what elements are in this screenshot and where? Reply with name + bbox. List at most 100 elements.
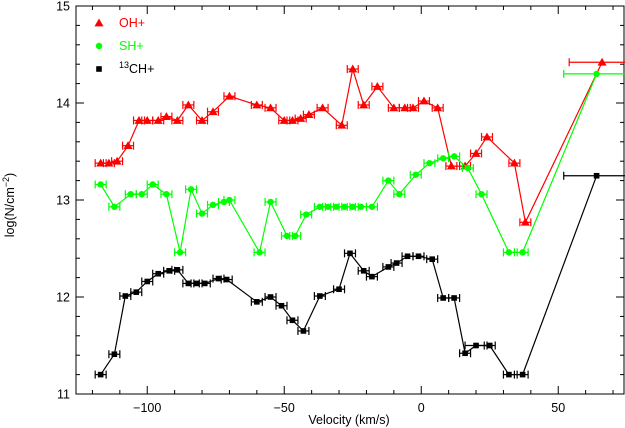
data-point [161,112,171,120]
y-axis-label: log(N/cm−2) [1,173,17,237]
data-point [296,114,306,122]
data-point [369,273,375,280]
data-point [505,249,513,256]
data-point [506,371,512,378]
data-point [429,256,435,262]
data-point [439,155,447,162]
data-point [404,253,411,260]
data-point [266,103,276,112]
data-point [318,103,328,112]
data-point [183,100,193,109]
data-point [520,217,530,226]
data-point [127,190,134,198]
x-tick-label: 0 [418,401,425,415]
data-point [389,103,399,112]
data-point [509,158,519,167]
data-point [368,203,376,210]
data-point [357,203,365,210]
data-point [336,286,342,293]
data-point [163,190,170,198]
data-point [396,190,403,198]
data-point [419,96,429,105]
data-point [304,110,314,119]
plot-frame [75,5,625,395]
y-tick-label: 12 [56,291,70,305]
data-point [385,264,392,270]
legend-label-text: CH+ [129,62,154,76]
data-point [471,148,481,157]
y-tick-label: 11 [57,388,70,402]
plot-area: −100 −50 0 50 11 12 13 14 15 [56,0,625,415]
data-point [111,203,118,210]
data-point [482,132,492,141]
data-point [426,159,433,167]
legend-entry-13ch: 13CH+ [96,60,154,76]
data-point [226,196,233,204]
data-point [256,249,263,256]
data-point [593,70,600,78]
data-point [201,280,208,287]
data-point [111,351,118,358]
data-point [166,268,172,274]
legend-label: OH+ [119,16,145,30]
data-point [278,302,285,309]
data-point [316,203,324,210]
data-point [144,278,151,285]
data-point [172,115,182,124]
legend-marker [94,18,104,27]
data-point [223,276,230,283]
data-point [415,253,422,260]
data-point [393,260,400,266]
y-tick-label: 15 [56,0,70,14]
data-point [451,295,457,301]
data-point [597,57,607,66]
legend-label: SH+ [119,39,144,53]
x-tick-label: 50 [551,401,565,415]
y-axis-label-prefix: log(N/cm [3,187,17,237]
data-point [324,203,332,210]
legend-marker [95,42,103,50]
data-point [267,294,274,300]
data-point [174,267,181,273]
legend-marker [96,66,102,72]
data-point [360,268,367,274]
legend-label-superscript: 13 [119,60,129,70]
data-point [593,172,600,179]
data-point [302,211,310,218]
data-point [187,186,195,193]
data-point [123,141,133,150]
data-point [440,295,446,301]
data-point [359,100,369,109]
data-point [349,203,356,210]
legend: OH+ SH+ 13CH+ [94,16,154,76]
data-point [193,280,200,287]
x-tick-label: −50 [274,401,295,415]
data-point [198,210,206,217]
data-point [254,299,260,305]
data-point [473,342,479,349]
data-point [317,293,323,299]
data-point [153,115,163,124]
legend-label: 13CH+ [119,60,154,76]
series-line [100,62,603,225]
data-point [433,103,443,112]
data-point [176,249,184,256]
data-point [300,328,307,334]
x-tick-label: −100 [133,401,161,415]
data-point [97,181,104,188]
data-point [348,64,358,73]
data-point [519,371,526,378]
data-point [224,91,234,100]
data-point [197,115,207,124]
data-point [215,275,222,282]
data-point [464,164,472,172]
data-point [209,201,217,209]
data-point [97,371,104,378]
data-point [283,232,291,240]
data-point [341,203,348,210]
data-point [372,82,382,90]
data-point [133,289,140,295]
data-point [267,198,274,206]
legend-entry-sh: SH+ [95,39,144,53]
